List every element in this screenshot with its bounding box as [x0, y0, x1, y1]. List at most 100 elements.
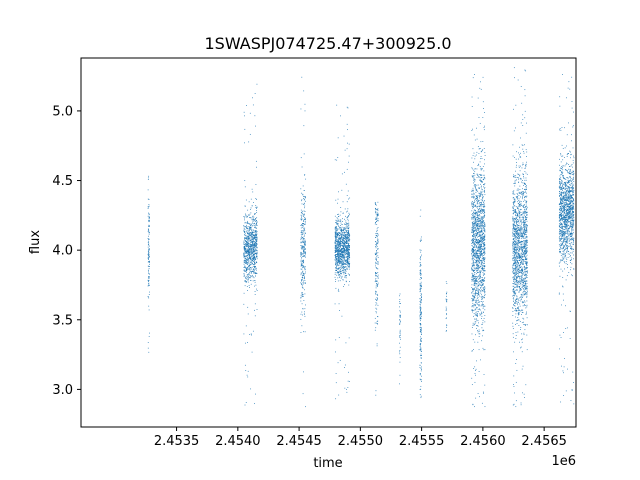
data-point — [347, 258, 348, 260]
data-point — [348, 198, 349, 200]
data-point — [473, 209, 475, 211]
data-point — [347, 380, 349, 382]
data-point — [484, 280, 486, 282]
data-point — [374, 210, 376, 212]
data-point — [484, 244, 486, 246]
data-point — [254, 403, 255, 405]
data-point — [248, 236, 250, 238]
data-point — [419, 343, 421, 345]
data-point — [336, 246, 338, 248]
data-point — [377, 233, 379, 235]
data-point — [477, 236, 478, 238]
data-point — [339, 262, 341, 264]
data-point — [481, 284, 483, 286]
data-point — [334, 252, 336, 253]
data-point — [419, 388, 421, 390]
data-point — [518, 240, 520, 242]
data-point — [399, 310, 401, 312]
data-point — [245, 255, 247, 257]
data-point — [334, 259, 336, 261]
data-point — [255, 184, 257, 185]
data-point — [303, 242, 304, 243]
data-point — [477, 216, 479, 218]
data-point — [476, 240, 478, 241]
data-point — [243, 111, 245, 113]
data-point — [480, 271, 482, 273]
data-point — [345, 236, 347, 238]
data-point — [476, 151, 478, 153]
data-point — [377, 243, 379, 245]
data-point — [474, 280, 476, 282]
data-point — [251, 334, 252, 336]
data-point — [482, 278, 484, 280]
data-point — [250, 234, 251, 236]
data-point — [255, 242, 256, 244]
data-point — [335, 382, 337, 384]
data-point — [478, 247, 480, 248]
data-point — [343, 232, 345, 234]
data-point — [246, 215, 248, 217]
data-point — [341, 256, 343, 258]
data-point — [343, 248, 345, 249]
data-point — [302, 237, 304, 239]
data-point — [513, 219, 515, 221]
data-point — [473, 275, 474, 276]
data-point — [303, 250, 305, 252]
data-point — [477, 299, 479, 301]
data-point — [345, 246, 347, 248]
data-point — [420, 348, 422, 350]
data-point — [338, 241, 340, 243]
data-point — [517, 196, 519, 198]
data-point — [483, 216, 485, 217]
data-point — [480, 246, 482, 248]
data-point — [338, 246, 340, 247]
data-point — [471, 255, 473, 257]
data-point — [302, 273, 304, 275]
data-point — [345, 224, 347, 225]
data-point — [349, 263, 350, 265]
data-point — [247, 260, 249, 262]
data-point — [419, 347, 421, 349]
data-point — [335, 234, 337, 236]
data-point — [482, 302, 483, 304]
data-point — [526, 234, 527, 236]
data-point — [253, 251, 254, 252]
data-point — [339, 227, 340, 228]
data-point — [515, 282, 517, 284]
data-point — [337, 255, 339, 257]
data-point — [347, 236, 348, 237]
data-point — [349, 239, 351, 241]
data-point — [254, 280, 256, 281]
data-point — [245, 250, 246, 252]
data-point — [523, 185, 524, 187]
data-point — [472, 288, 473, 290]
data-point — [348, 265, 350, 267]
data-point — [474, 294, 476, 296]
data-point — [304, 253, 306, 255]
data-point — [480, 195, 482, 197]
data-point — [338, 274, 340, 276]
data-point — [253, 244, 255, 246]
data-point — [304, 242, 306, 243]
data-point — [400, 316, 401, 318]
data-point — [476, 173, 478, 175]
data-point — [337, 251, 339, 252]
data-point — [254, 285, 255, 287]
data-point — [481, 295, 483, 297]
data-point — [477, 301, 479, 303]
data-point — [249, 253, 251, 254]
data-point — [335, 233, 337, 235]
data-point — [375, 234, 377, 236]
data-point — [245, 248, 247, 250]
data-point — [476, 138, 478, 140]
data-point — [377, 323, 378, 324]
data-point — [304, 227, 306, 229]
data-point — [517, 188, 519, 190]
data-point — [482, 272, 484, 273]
data-point — [524, 220, 526, 221]
data-point — [481, 257, 483, 259]
data-point — [483, 226, 485, 228]
data-point — [375, 275, 377, 277]
data-point — [477, 146, 479, 148]
data-point — [345, 215, 346, 217]
